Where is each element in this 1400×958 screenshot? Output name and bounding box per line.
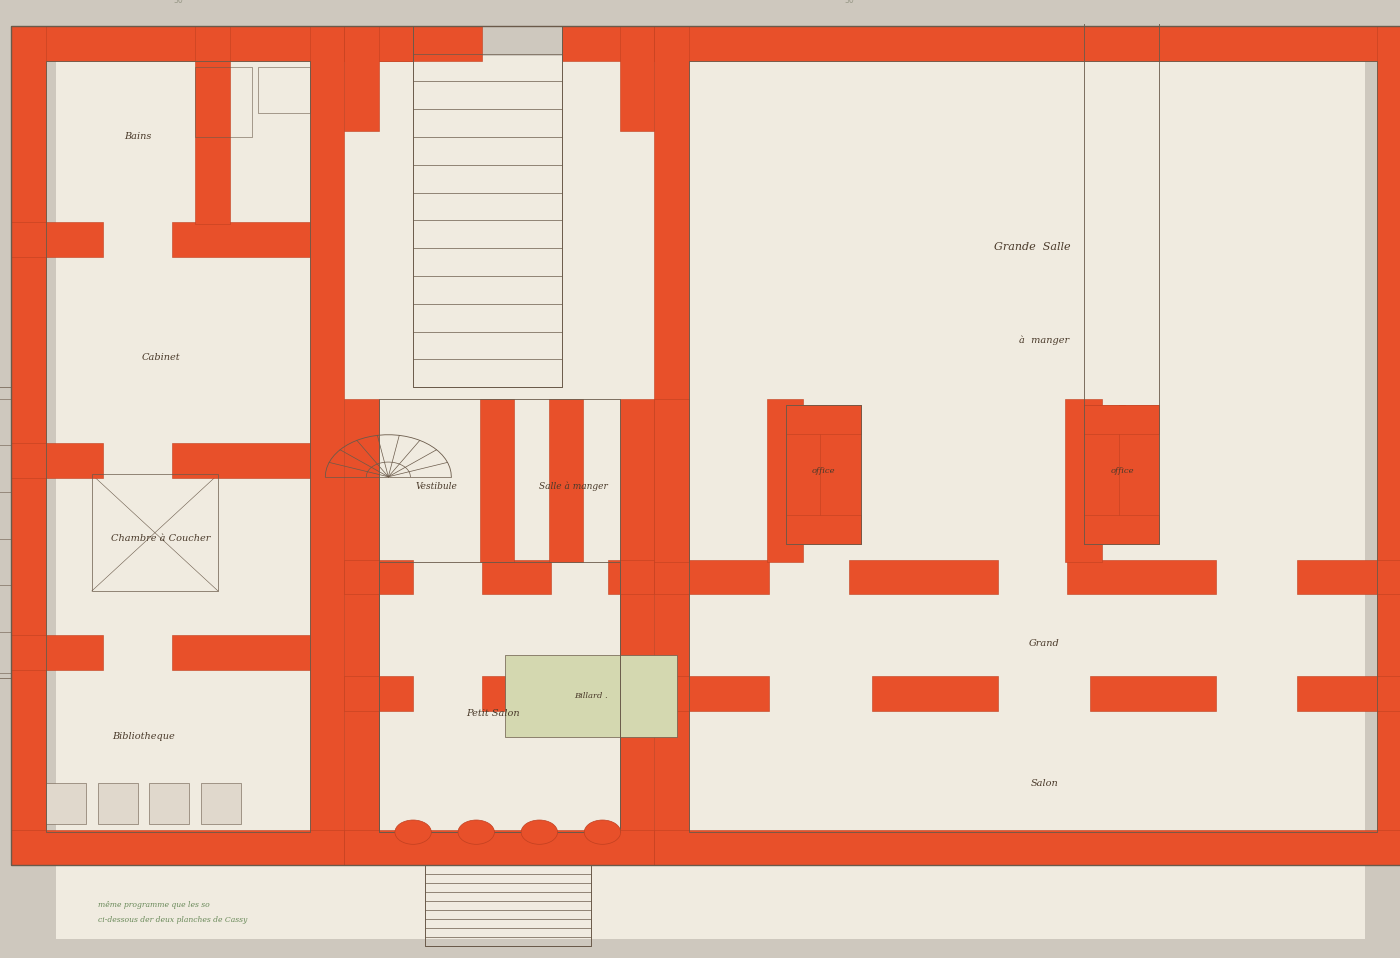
Bar xyxy=(46,61,309,833)
Bar xyxy=(172,221,309,257)
Bar xyxy=(620,26,654,130)
Bar xyxy=(195,67,252,137)
Bar xyxy=(549,399,582,561)
Bar xyxy=(654,559,769,595)
Bar xyxy=(424,865,591,947)
Bar xyxy=(767,399,804,561)
Bar xyxy=(11,26,46,865)
Bar xyxy=(654,830,1400,865)
Bar xyxy=(0,387,11,678)
Bar xyxy=(1085,404,1159,434)
Text: à  manger: à manger xyxy=(1019,335,1070,345)
Bar xyxy=(1085,404,1124,544)
Bar xyxy=(872,676,998,711)
Bar xyxy=(344,26,378,130)
Bar xyxy=(344,676,413,711)
Bar xyxy=(413,26,563,387)
Text: Salle à manger: Salle à manger xyxy=(539,481,608,490)
Circle shape xyxy=(395,820,431,844)
Bar xyxy=(785,404,861,434)
Circle shape xyxy=(584,820,620,844)
Text: office: office xyxy=(1110,467,1134,475)
Bar xyxy=(505,655,678,737)
Text: Bains: Bains xyxy=(125,132,151,141)
Text: 30: 30 xyxy=(174,0,183,5)
Bar xyxy=(11,635,104,671)
Bar xyxy=(172,635,309,671)
Bar xyxy=(608,559,654,595)
Text: Vestibule: Vestibule xyxy=(416,482,456,490)
Bar xyxy=(11,830,344,865)
Bar xyxy=(785,404,826,544)
Bar xyxy=(1091,676,1217,711)
Text: Billard .: Billard . xyxy=(574,692,608,700)
Bar xyxy=(1378,26,1400,865)
Bar xyxy=(309,26,344,865)
Bar xyxy=(1065,399,1102,561)
Bar xyxy=(1085,0,1159,544)
Bar xyxy=(378,399,620,833)
Bar xyxy=(785,515,861,544)
Bar xyxy=(608,676,654,711)
Text: même programme que les so: même programme que les so xyxy=(98,901,210,908)
Bar xyxy=(480,399,514,561)
Bar xyxy=(1085,515,1159,544)
Bar xyxy=(1119,404,1159,544)
Bar xyxy=(98,784,137,824)
Bar xyxy=(92,474,218,591)
Bar xyxy=(378,561,620,833)
Bar xyxy=(654,26,689,865)
Bar xyxy=(11,443,104,478)
Bar xyxy=(482,559,550,595)
Bar xyxy=(785,404,861,544)
Circle shape xyxy=(458,820,494,844)
Text: Salon: Salon xyxy=(1030,779,1058,787)
Text: ci-dessous der deux planches de Cassy: ci-dessous der deux planches de Cassy xyxy=(98,917,248,924)
Bar xyxy=(344,830,654,865)
Bar xyxy=(200,784,241,824)
Text: Grand: Grand xyxy=(1029,639,1060,648)
Bar xyxy=(1296,676,1400,711)
Bar xyxy=(11,221,104,257)
Text: Chambre à Coucher: Chambre à Coucher xyxy=(111,534,210,543)
Text: Bibliotheque: Bibliotheque xyxy=(112,732,175,741)
Bar xyxy=(563,26,654,61)
Bar xyxy=(258,67,309,113)
Bar xyxy=(172,443,309,478)
Bar xyxy=(689,61,1378,833)
Bar xyxy=(344,26,482,61)
Bar xyxy=(11,26,344,61)
Text: Grande  Salle: Grande Salle xyxy=(994,242,1071,252)
Text: 30: 30 xyxy=(844,0,854,5)
Bar xyxy=(344,559,413,595)
Bar xyxy=(195,26,230,224)
Circle shape xyxy=(521,820,557,844)
Text: office: office xyxy=(812,467,836,475)
Bar xyxy=(654,676,769,711)
Bar xyxy=(1296,559,1400,595)
Bar xyxy=(482,676,550,711)
Bar xyxy=(1067,559,1217,595)
Bar xyxy=(820,404,861,544)
Bar xyxy=(46,784,85,824)
Bar xyxy=(11,26,1400,865)
Bar xyxy=(344,399,378,865)
Text: Cabinet: Cabinet xyxy=(141,354,181,362)
Bar xyxy=(850,559,998,595)
Bar xyxy=(620,399,654,865)
Bar xyxy=(654,26,1400,61)
Bar xyxy=(654,399,689,561)
Bar xyxy=(150,784,189,824)
Bar xyxy=(344,26,413,61)
Text: Petit Salon: Petit Salon xyxy=(466,709,521,718)
